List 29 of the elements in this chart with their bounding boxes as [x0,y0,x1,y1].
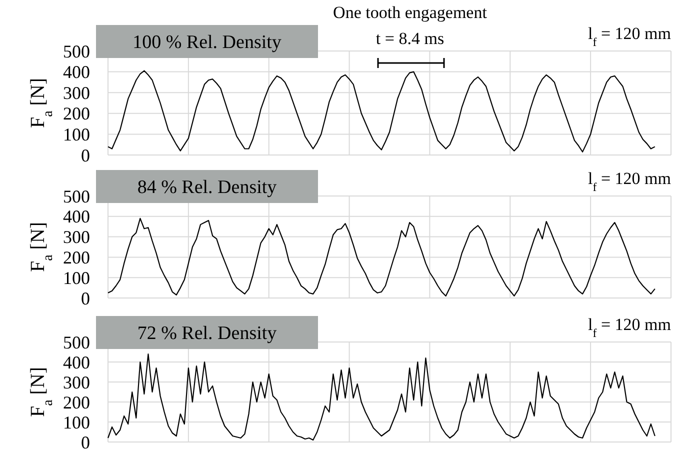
text: t = 8.4 ms [376,29,444,48]
text: One tooth engagement [333,3,488,22]
line-series [107,218,656,297]
y-tick-label: 500 [63,41,90,62]
y-tick-label: 300 [63,82,90,103]
text: l$_{f}$ = 120 mm [588,24,671,49]
y-tick-label: 100 [63,124,90,144]
y-tick-label: 0 [81,145,90,166]
line-series [107,353,656,441]
chart-title: 84 % Rel. Density [137,177,278,198]
text: l$_{f}$ = 120 mm [588,169,671,194]
y-tick-label: 400 [63,206,90,227]
text: l$_{f}$ = 120 mm [588,315,671,340]
y-tick-label: 500 [63,186,90,206]
y-tick-label: 100 [63,268,90,288]
y-tick-label: 200 [63,104,90,124]
y-tick-label: 400 [63,352,90,372]
y-tick-label: 200 [63,392,90,412]
y-tick-label: 100 [63,412,90,432]
y-tick-label: 400 [63,62,90,82]
y-tick-label: 300 [63,227,90,248]
y-tick-label: 300 [63,372,90,392]
y-tick-label: 200 [63,248,90,268]
chart-title: 72 % Rel. Density [137,323,278,344]
chart-title: 100 % Rel. Density [132,32,282,53]
y-tick-label: 500 [63,332,90,352]
y-tick-label: 0 [81,432,90,452]
line-series [107,70,656,152]
y-tick-label: 0 [81,288,90,308]
